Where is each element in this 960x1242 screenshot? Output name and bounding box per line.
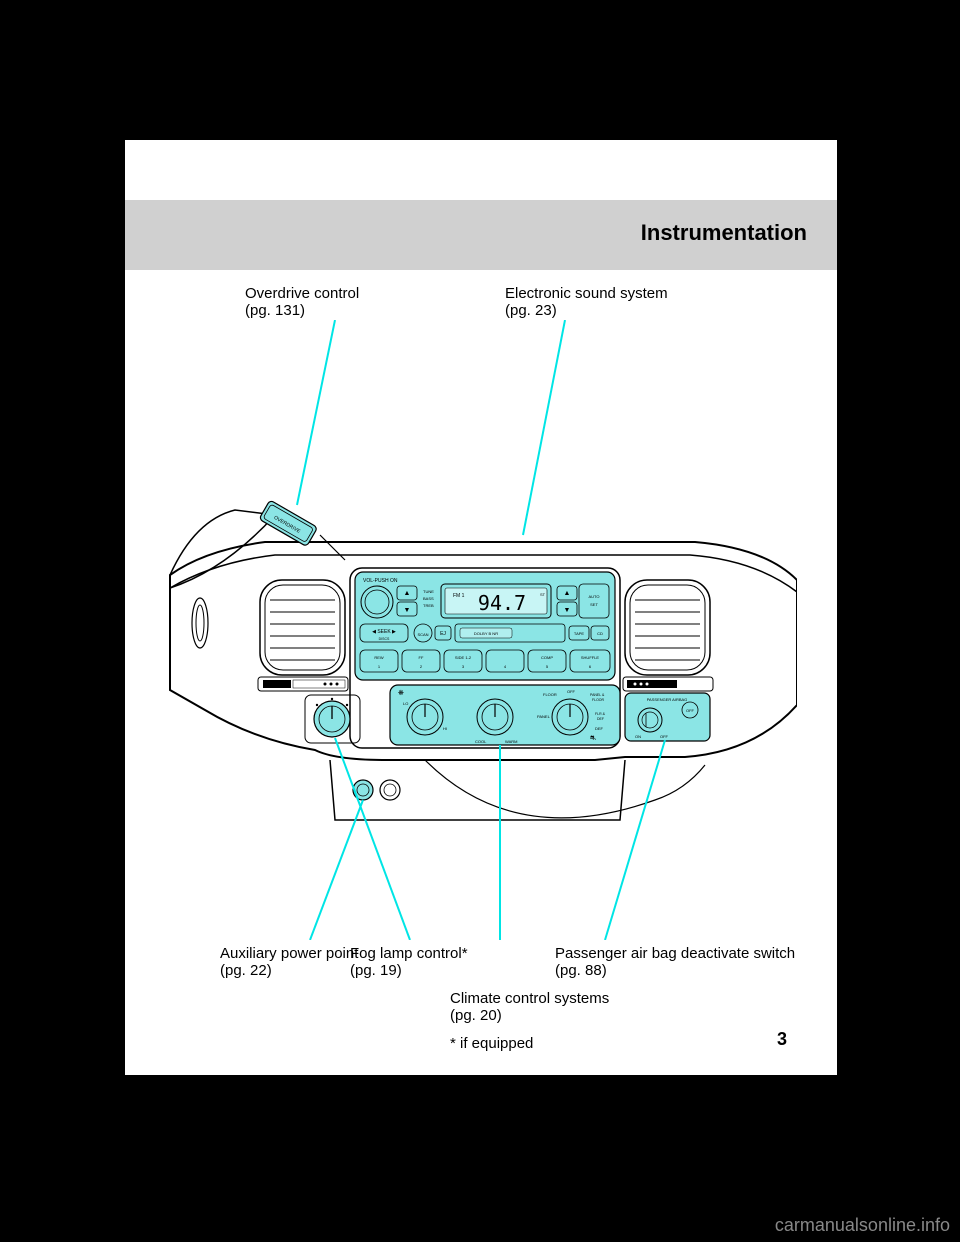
svg-text:TAPE: TAPE (574, 631, 584, 636)
svg-text:OFF: OFF (660, 734, 669, 739)
svg-text:▼: ▼ (404, 607, 411, 614)
svg-text:DISCS: DISCS (379, 637, 390, 641)
svg-text:FLR &: FLR & (595, 712, 606, 716)
svg-text:FLOOR: FLOOR (592, 698, 605, 702)
page-number: 3 (777, 1029, 787, 1050)
svg-text:ST: ST (540, 592, 546, 597)
svg-text:SIDE 1-2: SIDE 1-2 (455, 655, 472, 660)
right-vent (623, 580, 713, 691)
svg-text:DOLBY B NR: DOLBY B NR (474, 631, 498, 636)
svg-text:ON: ON (635, 734, 641, 739)
svg-text:WARM: WARM (505, 739, 518, 744)
svg-text:COMP: COMP (541, 655, 553, 660)
svg-text:CD: CD (597, 631, 603, 636)
svg-text:▼: ▼ (564, 607, 571, 614)
svg-text:⛐: ⛐ (590, 734, 596, 742)
left-vent (258, 580, 348, 691)
svg-text:94.7: 94.7 (478, 591, 526, 615)
svg-text:PANEL &: PANEL & (590, 693, 605, 697)
svg-text:DEF: DEF (595, 726, 604, 731)
svg-text:COOL: COOL (475, 739, 487, 744)
dashboard-diagram: OVERDRIVE (165, 320, 797, 940)
svg-text:FLOOR: FLOOR (543, 692, 557, 697)
svg-text:❋: ❋ (398, 689, 404, 697)
radio-panel: VOL-PUSH ON ▲ ▼ TUNE BASS TREB FM 1 94.7… (355, 572, 615, 680)
svg-text:BASS: BASS (423, 596, 434, 601)
header-title: Instrumentation (641, 220, 807, 246)
svg-text:PANEL: PANEL (537, 714, 551, 719)
header-bar: Instrumentation (125, 200, 837, 270)
svg-text:OFF: OFF (567, 689, 576, 694)
svg-text:TREB: TREB (423, 603, 434, 608)
svg-text:◀ SEEK ▶: ◀ SEEK ▶ (372, 629, 396, 635)
svg-text:SHUFFLE: SHUFFLE (581, 655, 600, 660)
airbag-switch: PASSENGER AIRBAG ON OFF OFF (625, 693, 710, 741)
watermark: carmanualsonline.info (775, 1215, 950, 1236)
svg-text:DEF: DEF (597, 717, 604, 721)
svg-text:▲: ▲ (564, 590, 571, 597)
svg-text:FF: FF (419, 655, 424, 660)
svg-text:HI: HI (443, 726, 447, 731)
svg-text:AUTO: AUTO (588, 594, 599, 599)
svg-text:SET: SET (590, 602, 598, 607)
svg-text:OFF: OFF (686, 708, 695, 713)
svg-text:REW: REW (374, 655, 384, 660)
svg-text:VOL-PUSH ON: VOL-PUSH ON (363, 578, 398, 584)
svg-text:SCAN: SCAN (417, 632, 428, 637)
svg-text:PASSENGER AIRBAG: PASSENGER AIRBAG (647, 697, 688, 702)
svg-text:▲: ▲ (404, 590, 411, 597)
svg-text:EJ: EJ (440, 631, 446, 637)
manual-page: Instrumentation Overdrive control (pg. 1… (125, 140, 837, 1075)
climate-panel: LO HI ❋ COOL WARM FLOOR OFF PANEL & FLOO… (390, 685, 620, 745)
svg-text:FM 1: FM 1 (453, 593, 465, 599)
overdrive-stalk: OVERDRIVE (259, 500, 318, 547)
svg-text:TUNE: TUNE (423, 589, 434, 594)
footnote: * if equipped (450, 1035, 533, 1052)
svg-text:LO: LO (403, 701, 408, 706)
